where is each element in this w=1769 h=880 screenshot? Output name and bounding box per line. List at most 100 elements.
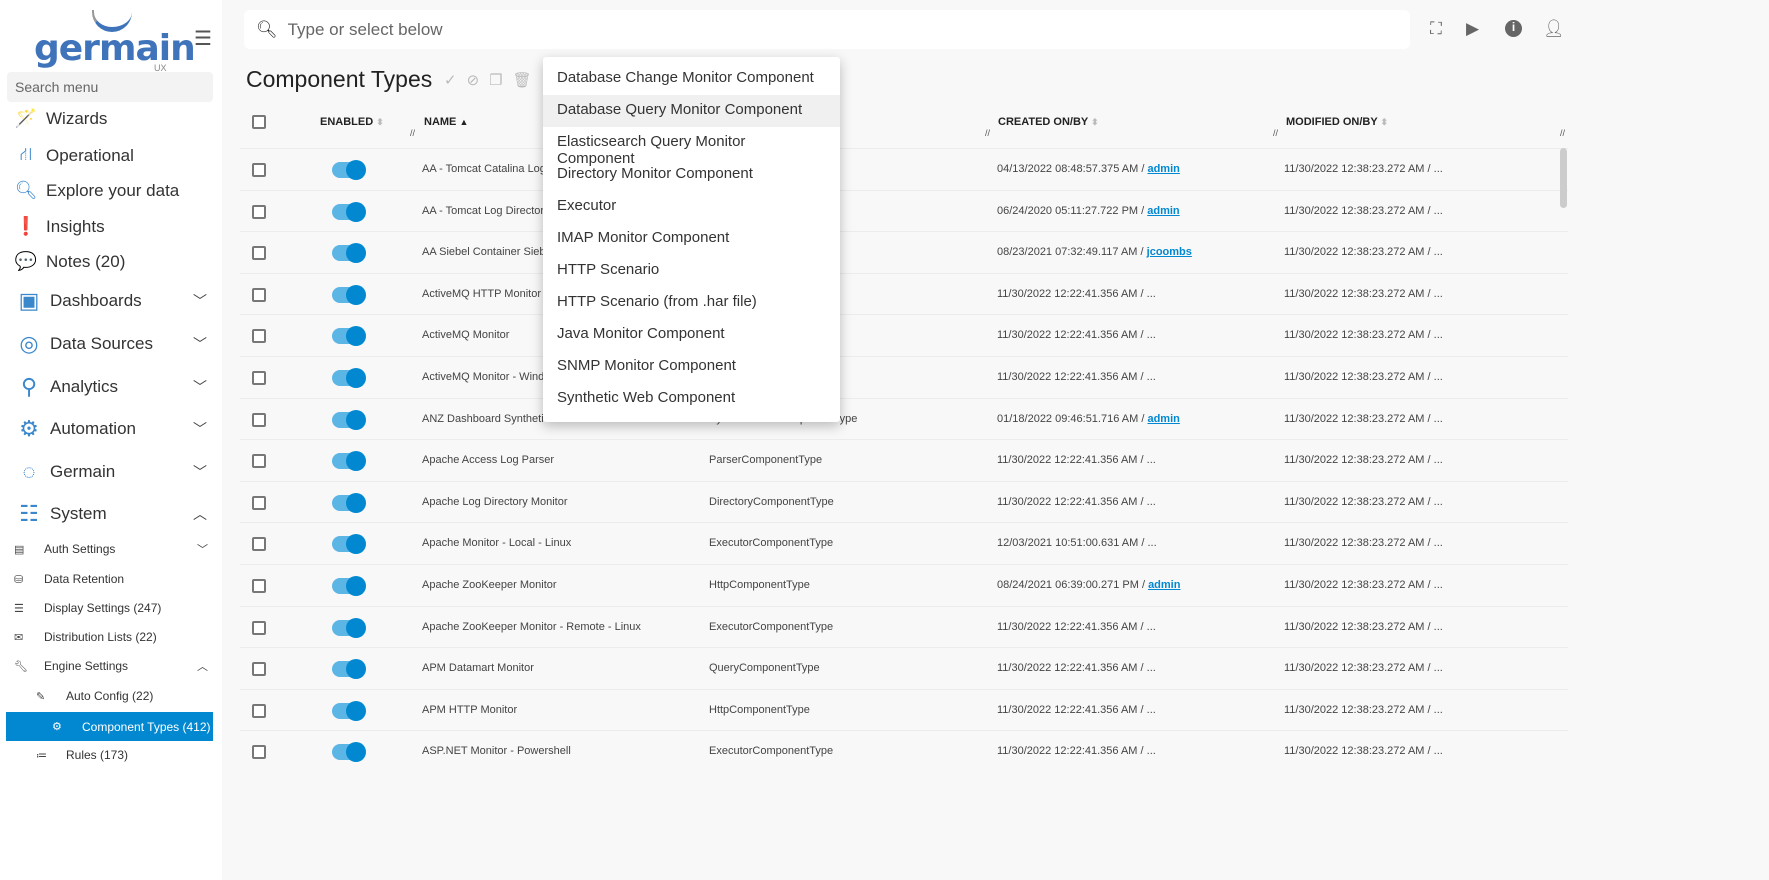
header-name[interactable]: NAME ▲ — [424, 116, 469, 128]
row-name[interactable]: APM Datamart Monitor — [422, 662, 534, 675]
chevron-up-icon[interactable]: ︿ — [197, 661, 208, 673]
row-name[interactable]: AA Siebel Container Siebel — [422, 246, 555, 259]
sidebar-group-germain[interactable]: ◌ Germain ﹀ — [14, 459, 214, 485]
table-row[interactable]: Apache Log Directory Monitor DirectoryCom… — [240, 480, 1568, 523]
play-icon[interactable]: ▶︎ — [1466, 19, 1480, 38]
global-search-input[interactable]: 🔍︎ Type or select below — [244, 10, 1410, 49]
table-scrollbar[interactable] — [1560, 148, 1567, 208]
table-row[interactable]: Apache Monitor - Local - Linux ExecutorCo… — [240, 522, 1568, 564]
chevron-down-icon[interactable]: ﹀ — [193, 379, 207, 395]
row-checkbox[interactable] — [252, 163, 266, 177]
table-row[interactable]: Apache ZooKeeper Monitor - Remote - Linu… — [240, 605, 1568, 648]
row-checkbox[interactable] — [252, 537, 266, 552]
dropdown-option[interactable]: Java Monitor Component — [557, 325, 725, 342]
row-name[interactable]: Apache ZooKeeper Monitor - Remote - Linu… — [422, 620, 641, 633]
row-name[interactable]: Apache Log Directory Monitor — [422, 495, 568, 508]
enabled-toggle[interactable] — [332, 326, 366, 347]
enabled-toggle[interactable] — [332, 409, 366, 430]
sidebar-group-data-sources[interactable]: ◎ Data Sources ﹀ — [14, 331, 214, 357]
enabled-toggle[interactable] — [332, 617, 366, 638]
sidebar-item-wizards[interactable]: 🪄 Wizards — [14, 108, 108, 128]
chevron-up-icon[interactable]: ︿ — [193, 506, 207, 522]
sidebar-subitem[interactable]: ⛁ Data Retention — [14, 572, 125, 586]
sidebar-group-automation[interactable]: ⚙ Automation ﹀ — [14, 416, 214, 442]
chevron-down-icon[interactable]: ﹀ — [193, 336, 207, 352]
dropdown-option[interactable]: Database Change Monitor Component — [557, 69, 814, 86]
sidebar-subitem[interactable]: 🔧︎ Engine Settings ︿ — [14, 659, 208, 673]
table-row[interactable]: ANZ Dashboard Synthetic MonitorSynthetic… — [240, 397, 1568, 440]
row-checkbox[interactable] — [252, 495, 266, 510]
sidebar-subitem[interactable]: ▤ Auth Settings ﹀ — [14, 542, 208, 556]
dropdown-option[interactable]: Database Query Monitor Component — [543, 95, 840, 127]
enabled-toggle[interactable] — [332, 742, 366, 763]
enabled-toggle[interactable] — [332, 659, 366, 680]
sidebar-subitem[interactable]: ⚙ Component Types (412) — [6, 712, 213, 741]
row-checkbox[interactable] — [252, 371, 266, 385]
enabled-toggle[interactable] — [332, 700, 366, 721]
enabled-toggle[interactable] — [332, 451, 366, 472]
table-row[interactable]: APM Datamart Monitor QueryComponentType 11… — [240, 647, 1568, 689]
table-row[interactable]: ActiveMQ HTTP Monitor 11/30/2022 12:22:41… — [240, 272, 1568, 315]
header-created[interactable]: CREATED ON/BY ⬍ — [998, 116, 1099, 128]
sidebar-item-explore-your-data[interactable]: 🔍︎ Explore your data — [14, 180, 180, 200]
row-checkbox[interactable] — [252, 412, 266, 427]
sidebar-subitem[interactable]: ✉ Distribution Lists (22) — [14, 630, 157, 644]
dropdown-option[interactable]: Synthetic Web Component — [557, 389, 736, 406]
enabled-toggle[interactable] — [332, 243, 366, 264]
row-name[interactable]: Apache ZooKeeper Monitor — [422, 579, 557, 591]
table-row[interactable]: Apache Access Log Parser ParserComponentT… — [240, 439, 1568, 481]
table-row[interactable]: AA - Tomcat Log Directory 06/24/2020 05:1… — [240, 189, 1568, 232]
created-by-link[interactable]: admin — [1147, 204, 1180, 217]
row-name[interactable]: ActiveMQ Monitor - Windows — [422, 371, 564, 383]
sidebar-subitem[interactable]: ≔ Rules (173) — [36, 748, 129, 762]
enabled-toggle[interactable] — [332, 492, 366, 513]
table-row[interactable]: Apache ZooKeeper Monitor HttpComponentTyp… — [240, 564, 1568, 606]
header-enabled[interactable]: ENABLED ⬍ — [320, 116, 384, 128]
row-checkbox[interactable] — [252, 662, 266, 677]
sidebar-item-operational[interactable]: ⛙ Operational — [14, 144, 214, 168]
table-row[interactable]: ActiveMQ Monitor 11/30/2022 12:22:41.356 … — [240, 314, 1568, 356]
row-checkbox[interactable] — [252, 703, 266, 718]
user-icon[interactable]: 👤︎ — [1543, 19, 1565, 38]
enabled-toggle[interactable] — [332, 284, 366, 305]
sidebar-subitem[interactable]: ✎ Auto Config (22) — [36, 689, 154, 703]
row-name[interactable]: Apache Access Log Parser — [422, 454, 555, 467]
dropdown-option[interactable]: Elasticsearch Query Monitor Component — [557, 133, 746, 167]
dropdown-option[interactable]: Directory Monitor Component — [557, 165, 753, 182]
sidebar-subitem[interactable]: ☰ Display Settings (247) — [14, 601, 162, 615]
fullscreen-icon[interactable]: ⛶ — [1430, 19, 1442, 38]
dropdown-option[interactable]: IMAP Monitor Component — [557, 229, 730, 246]
enabled-toggle[interactable] — [332, 201, 366, 222]
table-row[interactable]: ActiveMQ Monitor - Windows 11/30/2022 12:… — [240, 356, 1568, 398]
header-modified[interactable]: MODIFIED ON/BY ⬍ — [1286, 116, 1389, 128]
chevron-down-icon[interactable]: ﹀ — [197, 544, 208, 556]
disable-icon[interactable]: ⊘ — [466, 72, 480, 89]
row-name[interactable]: ActiveMQ HTTP Monitor — [422, 287, 541, 300]
row-checkbox[interactable] — [252, 745, 266, 760]
created-by-link[interactable]: admin — [1147, 412, 1180, 425]
row-checkbox[interactable] — [252, 204, 266, 219]
row-checkbox[interactable] — [252, 579, 266, 593]
info-icon[interactable]: i — [1505, 20, 1522, 37]
delete-icon[interactable]: 🗑︎ — [512, 72, 532, 89]
table-row[interactable]: APM HTTP Monitor HttpComponentType 11/30/2… — [240, 688, 1568, 731]
row-checkbox[interactable] — [252, 287, 266, 302]
table-row[interactable]: AA - Tomcat Catalina Log 04/13/2022 08:48… — [240, 148, 1568, 190]
table-row[interactable]: ASP.NET Monitor - Powershell ExecutorComp… — [240, 730, 1568, 772]
hamburger-menu-icon[interactable]: ☰ — [194, 28, 212, 50]
row-checkbox[interactable] — [252, 246, 266, 261]
enable-icon[interactable]: ✓ — [444, 72, 457, 89]
row-name[interactable]: APM HTTP Monitor — [422, 703, 518, 716]
enabled-toggle[interactable] — [332, 534, 366, 555]
sidebar-item-insights[interactable]: ❗ Insights — [14, 216, 105, 236]
chevron-down-icon[interactable]: ﹀ — [193, 421, 207, 437]
copy-icon[interactable]: ❐ — [489, 72, 503, 89]
row-name[interactable]: AA - Tomcat Log Directory — [422, 204, 550, 217]
chevron-down-icon[interactable]: ﹀ — [193, 464, 207, 480]
dropdown-option[interactable]: HTTP Scenario — [557, 261, 660, 278]
sidebar-group-system[interactable]: ☷ System ︿ — [14, 501, 214, 527]
row-name[interactable]: ActiveMQ Monitor — [422, 329, 510, 342]
table-row[interactable]: AA Siebel Container Siebel 08/23/2021 07:… — [240, 231, 1568, 273]
enabled-toggle[interactable] — [332, 368, 366, 388]
dropdown-option[interactable]: SNMP Monitor Component — [557, 357, 736, 374]
